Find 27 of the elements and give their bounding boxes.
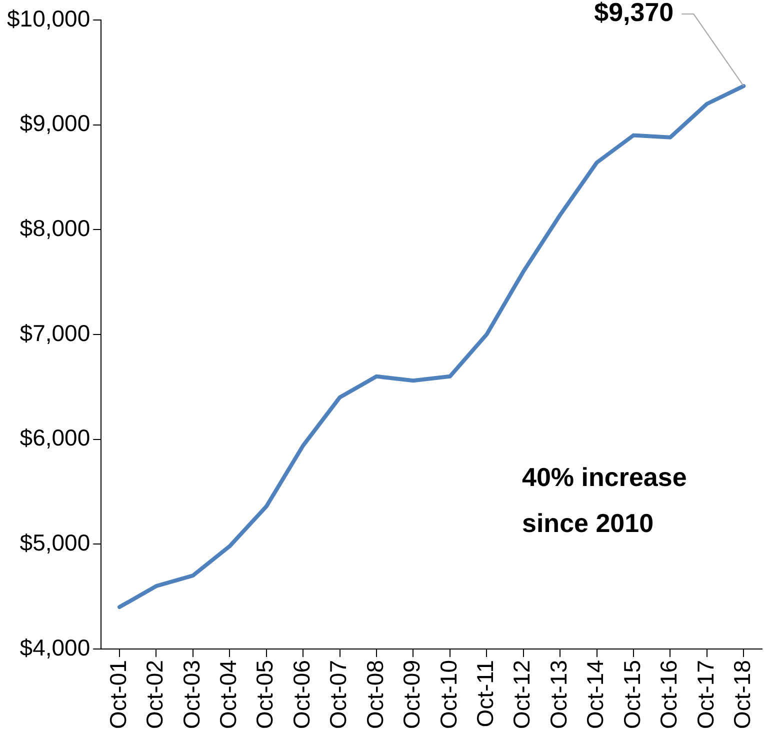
y-tick-label: $10,000 <box>7 5 90 32</box>
x-tick-label: Oct-12 <box>508 660 535 730</box>
annotation: 40% increase since 2010 <box>522 462 687 538</box>
x-tick-label: Oct-06 <box>288 660 314 730</box>
x-tick-label: Oct-16 <box>656 660 682 730</box>
y-tick-label: $5,000 <box>20 529 90 556</box>
x-tick-label: Oct-10 <box>435 660 462 730</box>
x-tick-label: Oct-18 <box>728 660 755 730</box>
x-tick-label: Oct-09 <box>398 660 425 730</box>
x-tick-label: Oct-11 <box>472 660 498 728</box>
x-tick-label: Oct-05 <box>252 660 278 730</box>
x-tick-label: Oct-14 <box>582 660 608 730</box>
y-tick-label: $9,000 <box>20 110 90 136</box>
x-tick-label: Oct-01 <box>104 660 131 730</box>
x-tick-label: Oct-15 <box>618 660 645 730</box>
x-tick-label: Oct-08 <box>362 660 388 730</box>
y-tick-label: $4,000 <box>20 634 90 660</box>
x-tick-label: Oct-04 <box>214 660 241 730</box>
x-tick-label: Oct-07 <box>325 660 352 730</box>
y-tick-label: $6,000 <box>20 424 90 451</box>
x-tick-label: Oct-02 <box>142 660 168 730</box>
x-tick-label: Oct-03 <box>178 660 204 730</box>
x-tick-label: Oct-17 <box>692 660 718 730</box>
y-tick-label: $7,000 <box>20 320 90 346</box>
annotation: $9,370 <box>594 0 674 28</box>
x-tick-label: Oct-13 <box>545 660 572 730</box>
y-tick-label: $8,000 <box>20 215 90 242</box>
